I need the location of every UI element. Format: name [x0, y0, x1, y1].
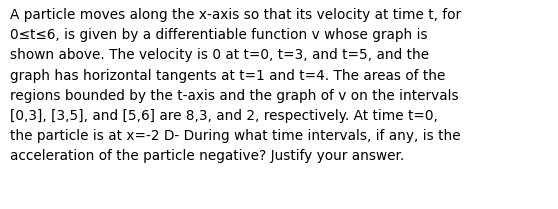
Text: A particle moves along the x-axis so that its velocity at time t, for
0≤t≤6, is : A particle moves along the x-axis so tha…: [10, 8, 461, 163]
